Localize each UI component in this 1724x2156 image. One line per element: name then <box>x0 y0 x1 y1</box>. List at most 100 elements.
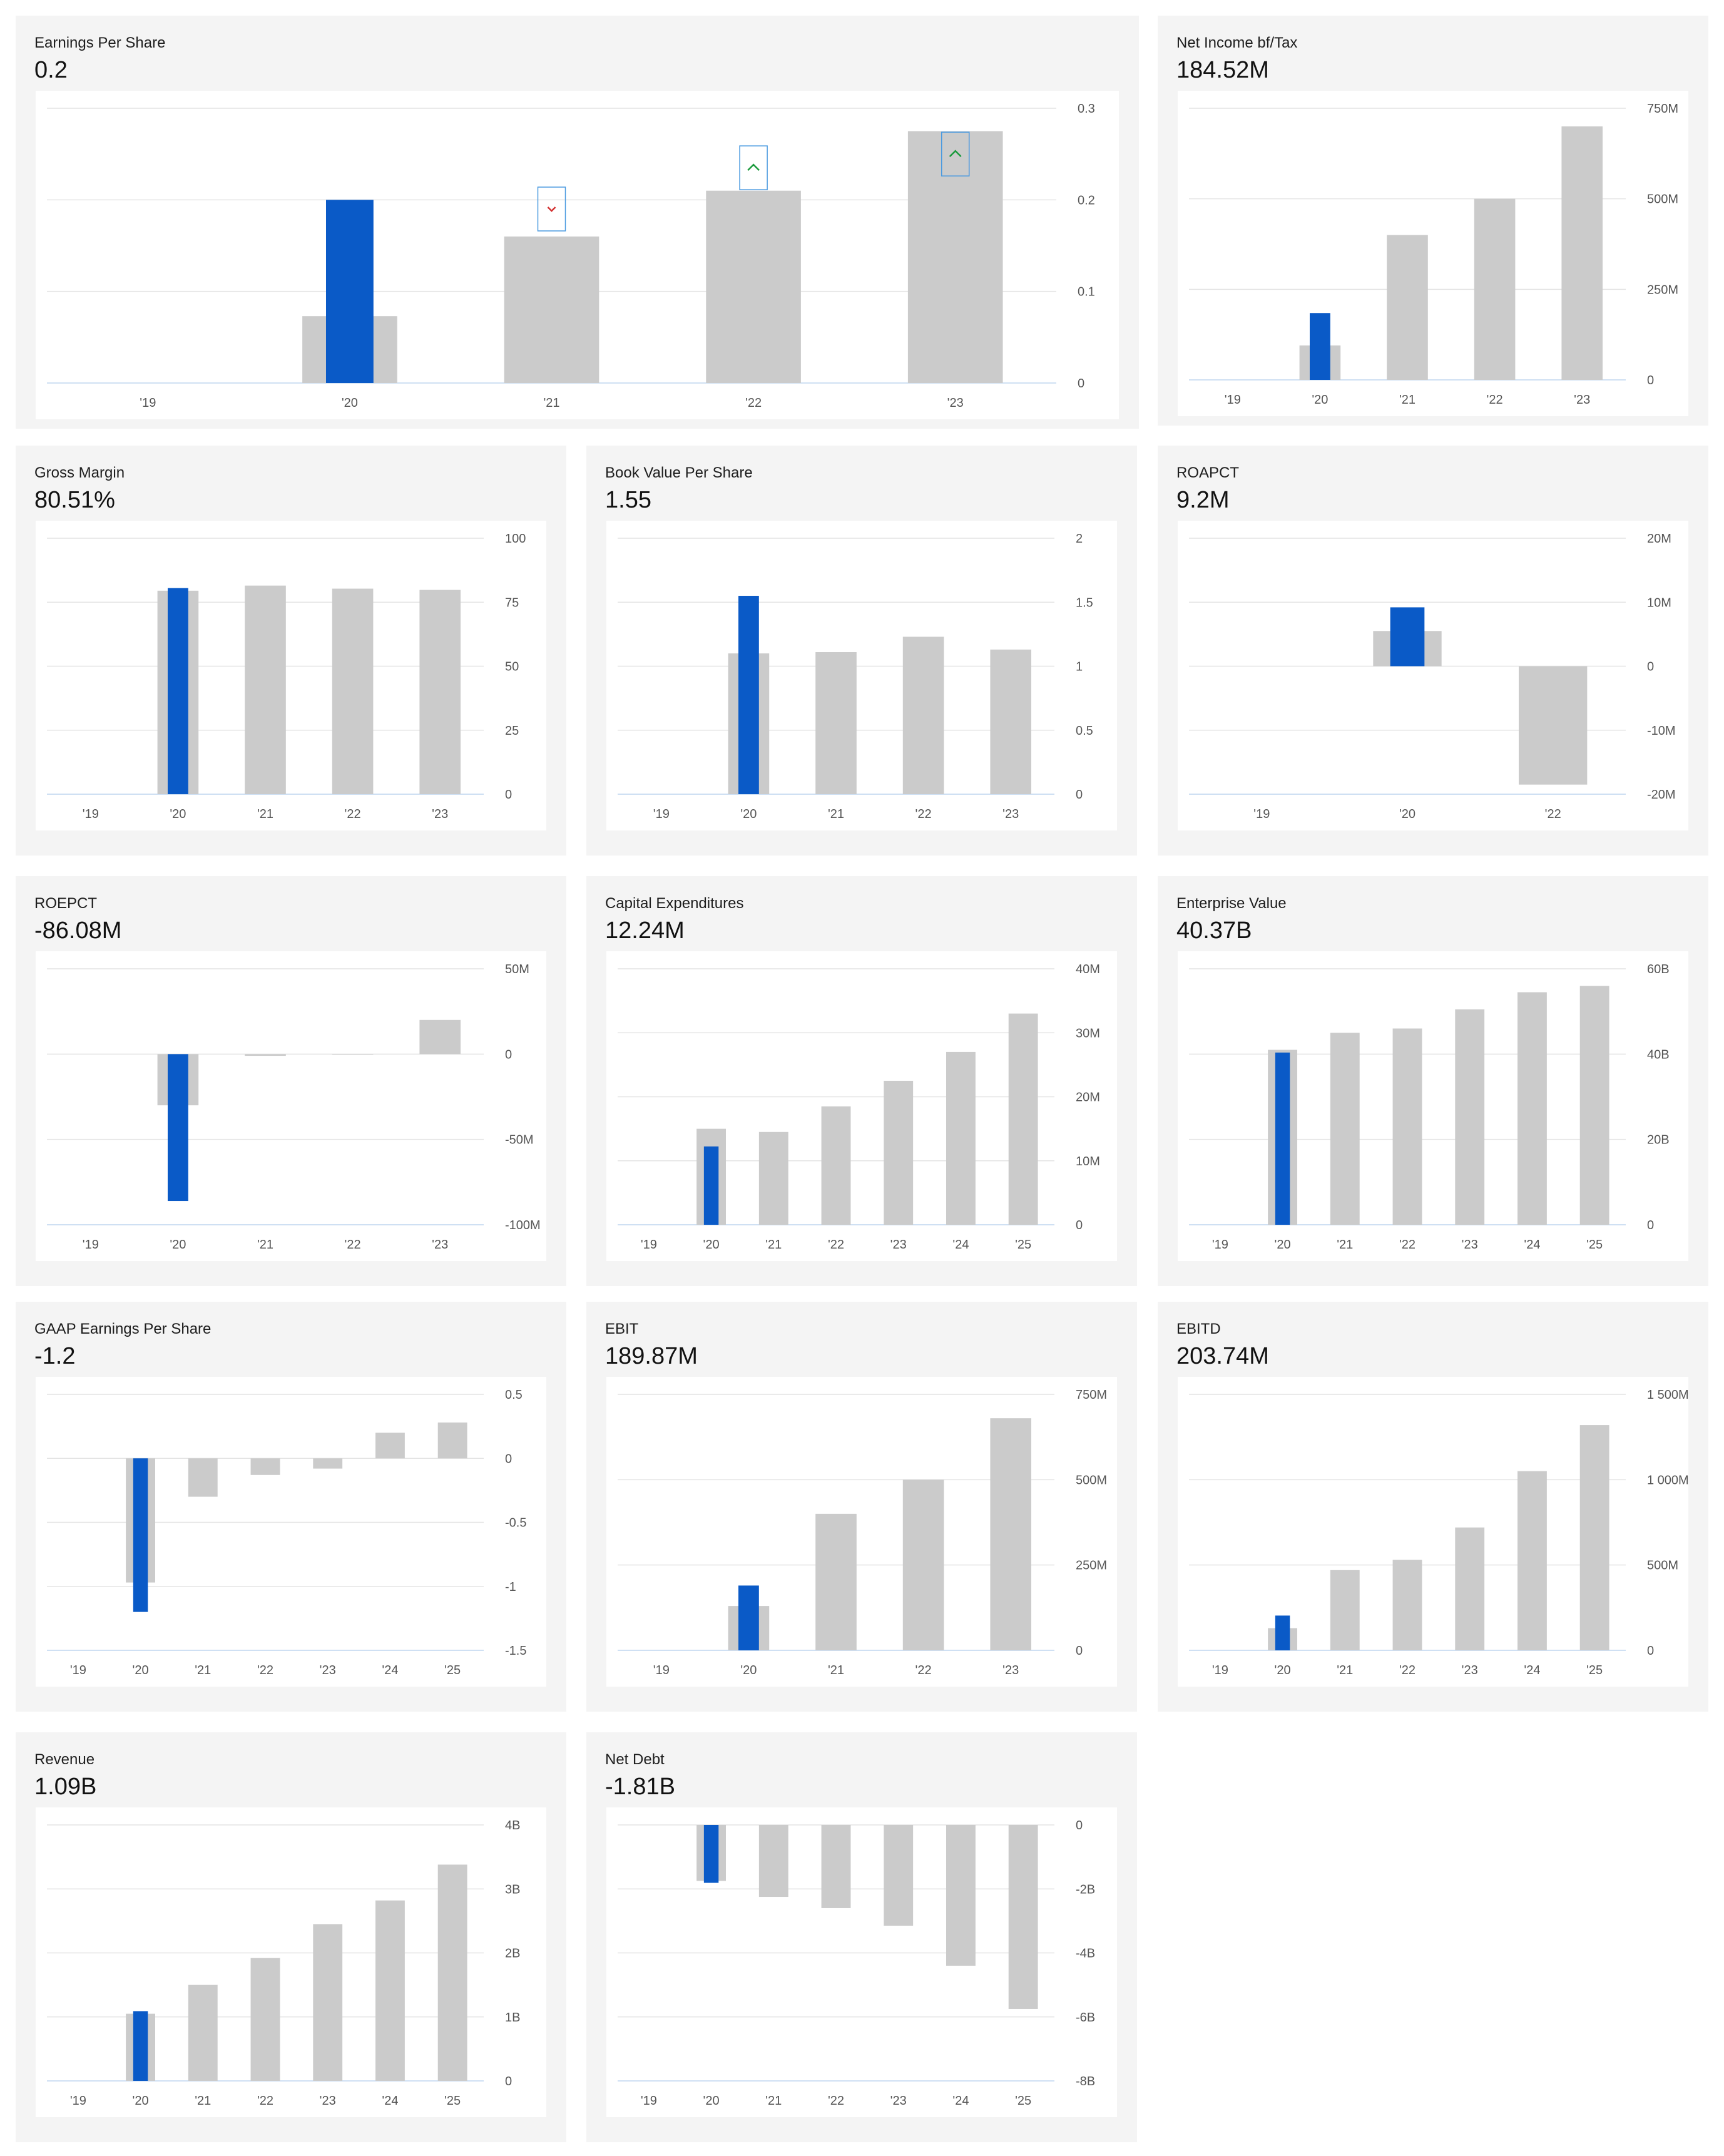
bar <box>332 588 374 794</box>
bar <box>902 1479 944 1650</box>
y-tick-label: 500M <box>1076 1473 1107 1487</box>
highlight-bar <box>703 1146 719 1225</box>
x-tick-label: '24 <box>952 1238 969 1252</box>
y-tick-label: -1.5 <box>505 1644 526 1658</box>
bar <box>250 1458 280 1475</box>
x-tick-label: '24 <box>1524 1663 1540 1677</box>
y-tick-label: 0.5 <box>1076 724 1093 738</box>
y-tick-label: 0 <box>1076 1644 1083 1658</box>
chart-svg: 0 500M 1 000M 1 500M '19 '20 '21 '22 '23 '24 '25 <box>1189 1388 1689 1677</box>
chart-plot: 0 250M 500M 750M '19 '20 '21 '22 '23 <box>1178 91 1688 416</box>
bar <box>1392 1560 1422 1650</box>
x-tick-label: '21 <box>765 2094 782 2108</box>
consensus-marker-box <box>739 145 768 190</box>
bar <box>1455 1527 1485 1650</box>
highlight-bar <box>738 596 759 794</box>
y-tick-label: 0.3 <box>1078 102 1095 116</box>
bar <box>821 1106 851 1225</box>
chart-plot: -8B -6B -4B -2B 0 '19 '20 '21 '22 '23 '24 '25 <box>606 1807 1117 2117</box>
card-value: 40.37B <box>1176 917 1252 944</box>
x-tick-label: '23 <box>1574 393 1590 407</box>
bar <box>1008 1013 1038 1225</box>
y-tick-label: 750M <box>1647 102 1678 116</box>
roe-card: ROEPCT -86.08M -100M -50M 0 50M '19 '20 '21 '22… <box>16 876 566 1286</box>
y-tick-label: 10M <box>1647 596 1671 610</box>
chart-svg: 0 250M 500M 750M '19 '20 '21 '22 '23 <box>618 1388 1107 1677</box>
y-tick-label: 2 <box>1076 532 1083 546</box>
x-tick-label: '21 <box>195 1663 211 1677</box>
bar <box>313 1458 343 1469</box>
y-tick-label: 1.5 <box>1076 596 1093 610</box>
x-tick-label: '21 <box>257 807 273 821</box>
card-title: Net Income bf/Tax <box>1176 34 1298 51</box>
enterprise-value-card: Enterprise Value 40.37B 0 20B 40B 60B '19 '20… <box>1158 876 1708 1286</box>
bar <box>990 649 1032 794</box>
y-tick-label: 1 000M <box>1647 1473 1689 1487</box>
y-tick-label: 0.5 <box>505 1388 523 1402</box>
y-tick-label: 0.2 <box>1078 193 1095 207</box>
y-tick-label: -1 <box>505 1580 516 1594</box>
x-tick-label: '22 <box>828 1238 844 1252</box>
chevron-up-icon <box>747 163 760 171</box>
bar <box>188 1985 218 2081</box>
y-tick-label: 100 <box>505 532 526 546</box>
highlight-bar <box>133 2011 148 2081</box>
y-tick-label: 0.1 <box>1078 285 1095 299</box>
x-tick-label: '22 <box>828 2094 844 2108</box>
chart-svg: -100M -50M 0 50M '19 '20 '21 '22 '23 <box>47 963 541 1252</box>
x-tick-label: '20 <box>342 396 358 410</box>
y-tick-label: 0 <box>1647 1644 1654 1658</box>
card-title: EBITD <box>1176 1321 1221 1337</box>
bar <box>1008 1825 1038 2009</box>
chart-plot: 0 0.1 0.2 0.3 '19 '20 '21 '22 '23 <box>36 91 1119 419</box>
x-tick-label: '23 <box>890 1238 907 1252</box>
x-tick-label: '22 <box>345 807 361 821</box>
revenue-card: Revenue 1.09B 0 1B 2B 3B 4B '19 '20 '21 '22 '23 '2… <box>16 1732 566 2142</box>
x-tick-label: '21 <box>828 1663 844 1677</box>
book-value-card: Book Value Per Share 1.55 0 0.5 1 1.5 2 '19 '2… <box>586 446 1137 856</box>
y-tick-label: -10M <box>1647 724 1676 738</box>
x-tick-label: '19 <box>653 1663 670 1677</box>
bar <box>946 1051 976 1225</box>
x-tick-label: '25 <box>1015 1238 1031 1252</box>
bar <box>815 1513 857 1650</box>
y-tick-label: -50M <box>505 1133 534 1147</box>
y-tick-label: 40M <box>1076 963 1100 976</box>
x-tick-label: '22 <box>916 1663 932 1677</box>
y-tick-label: 0 <box>505 1452 512 1466</box>
bar <box>1455 1009 1485 1225</box>
bar <box>1579 986 1609 1225</box>
bar <box>1579 1425 1609 1650</box>
x-tick-label: '20 <box>1399 807 1415 821</box>
y-tick-label: 2B <box>505 1947 520 1961</box>
bar <box>437 1864 467 2081</box>
bar <box>313 1924 343 2081</box>
x-tick-label: '21 <box>543 396 559 410</box>
x-tick-label: '21 <box>1337 1663 1353 1677</box>
x-tick-label: '22 <box>1399 1663 1415 1677</box>
card-value: 184.52M <box>1176 57 1269 83</box>
chevron-up-icon <box>949 150 962 158</box>
card-value: 189.87M <box>605 1343 698 1369</box>
capex-card: Capital Expenditures 12.24M 0 10M 20M 30M 40… <box>586 876 1137 1286</box>
x-tick-label: '22 <box>345 1238 361 1252</box>
chart-svg: 0 10M 20M 30M 40M '19 '20 '21 '22 '23 '24 '25 <box>618 963 1100 1252</box>
x-tick-label: '24 <box>1524 1238 1540 1252</box>
x-tick-label: '25 <box>1586 1663 1603 1677</box>
y-tick-label: 0 <box>1076 1819 1083 1832</box>
bar <box>1517 1471 1547 1650</box>
card-title: EBIT <box>605 1321 639 1337</box>
bar <box>815 652 857 794</box>
card-title: Enterprise Value <box>1176 895 1287 912</box>
chart-svg: 0 1B 2B 3B 4B '19 '20 '21 '22 '23 '24 '25 <box>47 1819 520 2108</box>
gaap-eps-card: GAAP Earnings Per Share -1.2 -1.5 -1 -0.5 0… <box>16 1302 566 1712</box>
bar <box>884 1080 914 1225</box>
highlight-bar <box>1390 607 1425 667</box>
x-tick-label: '20 <box>133 2094 149 2108</box>
chart-plot: -100M -50M 0 50M '19 '20 '21 '22 '23 <box>36 951 546 1261</box>
y-tick-label: 500M <box>1647 1559 1678 1573</box>
y-tick-label: -8B <box>1076 2075 1095 2088</box>
x-tick-label: '21 <box>1337 1238 1353 1252</box>
y-tick-label: 0 <box>1076 1218 1083 1232</box>
y-tick-label: 20M <box>1647 532 1671 546</box>
